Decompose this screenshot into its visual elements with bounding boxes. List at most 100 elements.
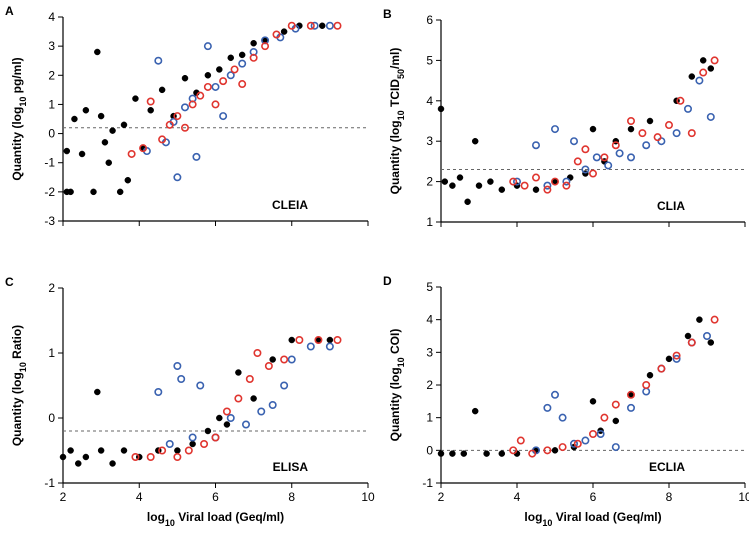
data-point xyxy=(78,150,86,158)
label-part: Ratio) xyxy=(10,325,24,362)
annotation: ELISA xyxy=(273,460,309,474)
data-point xyxy=(249,53,258,62)
data-point xyxy=(588,429,597,438)
data-point xyxy=(203,42,212,51)
data-point xyxy=(280,355,289,364)
y-tick-label: -1 xyxy=(44,476,55,490)
label-part: Quantity (log xyxy=(10,372,24,446)
data-point xyxy=(165,120,174,129)
axis-label: log10 Viral load (Geq/ml) xyxy=(147,510,284,528)
data-point xyxy=(611,443,620,452)
y-tick-label: -1 xyxy=(422,476,433,490)
data-point xyxy=(581,165,590,174)
data-point xyxy=(543,185,552,194)
data-point xyxy=(326,336,334,344)
data-point xyxy=(672,129,681,138)
data-point xyxy=(471,137,479,145)
data-point xyxy=(589,398,597,405)
data-point xyxy=(109,127,116,134)
label-part: Quantity (log xyxy=(10,107,24,181)
axis-label: Quantity (log10 TCID50/ml) xyxy=(388,48,406,195)
data-point xyxy=(230,65,239,74)
data-point xyxy=(71,115,78,123)
y-tick-label: -2 xyxy=(44,185,55,199)
data-point xyxy=(165,439,174,448)
data-point xyxy=(131,452,140,461)
panel: A -3 -2 -1 0 1 2 3 4 Quantity (log10 pg/ml) CLEIA xyxy=(5,4,369,228)
annotation: ECLIA xyxy=(649,460,685,474)
data-point xyxy=(449,450,456,457)
data-point xyxy=(600,413,609,422)
data-point xyxy=(596,429,605,438)
data-point xyxy=(280,381,289,390)
label-part: Quantity (log xyxy=(388,120,402,194)
panel-letter: C xyxy=(5,275,14,289)
data-point xyxy=(441,178,449,185)
y-tick-label: 0 xyxy=(426,443,433,457)
data-point xyxy=(219,77,228,86)
data-point xyxy=(684,332,692,340)
data-point xyxy=(615,149,624,158)
data-point xyxy=(550,390,559,399)
annotation: CLEIA xyxy=(272,198,308,212)
data-point xyxy=(531,141,540,150)
data-point xyxy=(653,133,662,142)
y-tick-label: 3 xyxy=(48,39,55,53)
data-point xyxy=(234,394,243,403)
data-point xyxy=(325,342,334,351)
subscript: 10 xyxy=(542,518,552,528)
data-point xyxy=(475,182,483,189)
data-point xyxy=(642,380,651,389)
y-tick-label: 3 xyxy=(426,345,433,359)
subscript: 10 xyxy=(18,362,28,372)
data-point xyxy=(498,186,506,193)
data-point xyxy=(67,447,74,454)
data-point xyxy=(516,436,525,445)
data-point xyxy=(116,188,124,196)
data-point xyxy=(146,452,155,461)
data-point xyxy=(456,174,464,181)
data-point xyxy=(604,161,613,170)
label-part: COI) xyxy=(388,329,402,358)
y-tick-label: 5 xyxy=(426,280,433,294)
data-point xyxy=(626,403,635,412)
y-tick-label: 1 xyxy=(426,411,433,425)
data-point xyxy=(250,39,257,47)
data-point xyxy=(512,177,521,186)
data-point xyxy=(272,30,281,39)
data-point xyxy=(498,450,506,457)
annotation: CLIA xyxy=(657,199,685,213)
data-point xyxy=(696,316,703,323)
data-point xyxy=(226,71,235,80)
data-point xyxy=(707,65,715,72)
data-point xyxy=(581,145,590,154)
data-point xyxy=(581,436,590,445)
data-point xyxy=(551,447,559,454)
data-point xyxy=(211,433,220,442)
y-tick-label: 4 xyxy=(426,313,433,327)
data-point xyxy=(211,82,220,91)
data-point xyxy=(611,400,620,409)
data-point xyxy=(82,453,90,461)
data-point xyxy=(238,51,246,59)
data-point xyxy=(90,188,97,196)
data-point xyxy=(174,447,181,454)
data-point xyxy=(695,76,704,85)
data-point xyxy=(589,125,597,133)
subscript: 10 xyxy=(396,357,406,367)
data-point xyxy=(226,413,235,422)
data-point xyxy=(109,460,116,467)
data-point xyxy=(189,440,196,448)
data-point xyxy=(657,137,666,146)
label-part: pg/ml) xyxy=(10,57,24,96)
data-point xyxy=(543,181,552,190)
data-point xyxy=(449,182,456,189)
data-point xyxy=(333,335,342,344)
data-point xyxy=(196,381,205,390)
data-point xyxy=(250,395,257,402)
data-point xyxy=(672,354,681,363)
y-tick-label: 0 xyxy=(48,411,55,425)
axis-label: Quantity (log10 COI) xyxy=(388,329,406,442)
data-point xyxy=(127,149,136,158)
